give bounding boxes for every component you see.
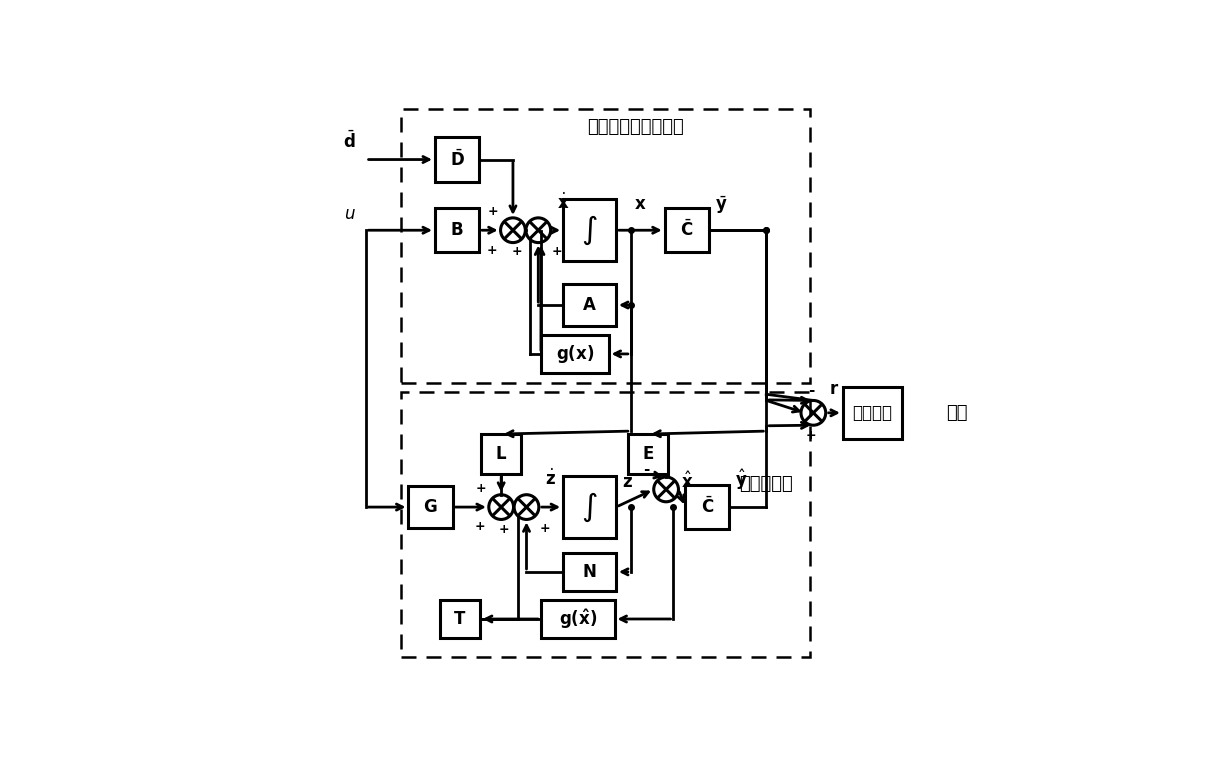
Bar [564,284,616,326]
Text: 鲁棒观测器: 鲁棒观测器 [740,474,793,493]
Text: $\int$: $\int$ [581,213,598,247]
Text: $u$: $u$ [344,205,355,223]
Text: $\mathbf{g(\hat{x})}$: $\mathbf{g(\hat{x})}$ [559,607,597,631]
Text: $\bar{\mathbf{D}}$: $\bar{\mathbf{D}}$ [450,149,464,170]
Bar [541,600,615,638]
Bar [401,109,811,383]
Text: $\bar{\mathbf{C}}$: $\bar{\mathbf{C}}$ [701,496,714,517]
Text: -: - [807,383,815,398]
Text: $\bar{\mathbf{d}}$: $\bar{\mathbf{d}}$ [343,131,355,152]
Text: $\hat{\mathbf{y}}$: $\hat{\mathbf{y}}$ [735,467,747,493]
Text: +: + [499,522,510,535]
Text: $\dot{\mathbf{z}}$: $\dot{\mathbf{z}}$ [545,469,556,490]
Text: +: + [475,520,485,533]
Text: $\mathbf{N}$: $\mathbf{N}$ [582,563,597,581]
Text: $\mathbf{A}$: $\mathbf{A}$ [582,296,597,314]
Text: $\mathbf{B}$: $\mathbf{B}$ [451,221,464,239]
Bar [628,434,669,474]
Bar [564,476,616,538]
Text: $\mathbf{G}$: $\mathbf{G}$ [423,498,437,516]
Bar [435,138,479,181]
Text: +: + [551,245,562,258]
Text: +: + [477,482,486,495]
Text: $\mathbf{T}$: $\mathbf{T}$ [453,610,467,628]
Text: $\mathbf{L}$: $\mathbf{L}$ [495,445,507,463]
Text: $\bar{\mathbf{y}}$: $\bar{\mathbf{y}}$ [714,194,728,216]
Text: $\mathbf{E}$: $\mathbf{E}$ [642,445,654,463]
Text: $\mathbf{z}$: $\mathbf{z}$ [622,473,633,490]
Bar [564,200,616,261]
Bar [564,553,616,591]
Text: $\bar{\mathbf{C}}$: $\bar{\mathbf{C}}$ [680,220,693,240]
Text: +: + [486,243,497,256]
Text: 阀控型电液伺服系统: 阀控型电液伺服系统 [587,118,684,136]
Text: 结果: 结果 [946,404,968,422]
Bar [843,387,902,439]
Text: $\mathbf{g(x)}$: $\mathbf{g(x)}$ [556,343,594,365]
Text: +: + [488,205,499,218]
Bar [401,392,811,657]
Text: $\mathbf{x}$: $\mathbf{x}$ [635,194,647,213]
Bar [541,335,609,373]
Text: $\int$: $\int$ [581,490,598,524]
Bar [440,600,480,638]
Bar [408,486,452,529]
Text: $\hat{\mathbf{x}}$: $\hat{\mathbf{x}}$ [681,472,693,493]
Text: -: - [643,462,649,477]
Text: +: + [540,522,550,535]
Text: 故障决策: 故障决策 [853,404,892,422]
Text: $\mathbf{r}$: $\mathbf{r}$ [828,380,839,398]
Text: +: + [512,245,523,258]
Text: +: + [806,428,816,441]
Bar [435,208,479,252]
Text: $\dot{\mathbf{x}}$: $\dot{\mathbf{x}}$ [556,193,568,213]
Bar [481,434,521,474]
Bar [685,485,729,529]
Bar [665,208,709,252]
